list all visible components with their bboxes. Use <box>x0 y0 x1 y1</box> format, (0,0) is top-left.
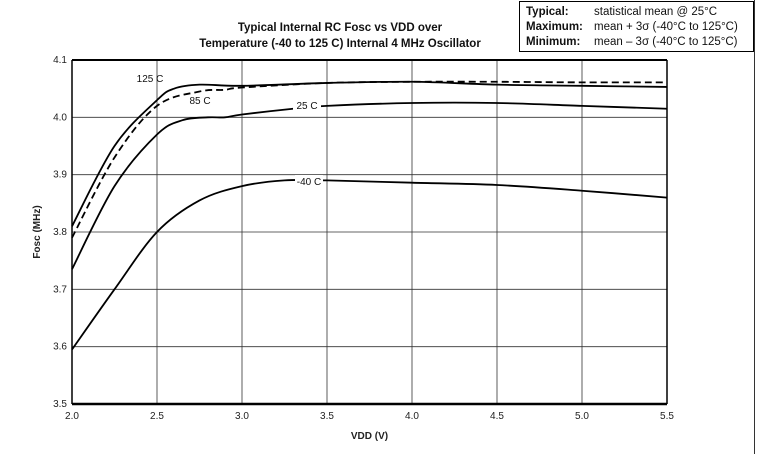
series-label-background <box>295 175 323 188</box>
series-label: -40 C <box>297 177 321 188</box>
y-tick-label: 3.5 <box>53 399 67 410</box>
series-label-background <box>293 99 321 112</box>
x-tick-label: 5.0 <box>575 411 589 422</box>
legend-row-typical: Typical: statistical mean @ 25°C <box>526 5 753 20</box>
series-line-25c <box>71 101 668 270</box>
y-tick-label: 4.1 <box>53 55 67 66</box>
legend-key: Minimum: <box>526 36 581 48</box>
legend-value: mean – 3σ (-40°C to 125°C) <box>594 36 738 48</box>
legend-value: mean + 3σ (-40°C to 125°C) <box>594 21 738 33</box>
x-axis-label: VDD (V) <box>351 431 388 442</box>
chart-title-line-2: Temperature (-40 to 125 C) Internal 4 MH… <box>199 38 481 50</box>
x-tick-label: 2.0 <box>65 411 79 422</box>
series-label: 125 C <box>137 74 164 85</box>
y-tick-label: 3.9 <box>53 170 67 181</box>
series-line-125c <box>71 80 668 227</box>
legend-row-minimum: Minimum: mean – 3σ (-40°C to 125°C) <box>526 35 753 50</box>
series-line-85c <box>71 80 668 239</box>
series-label: 85 C <box>189 96 210 107</box>
legend-key: Typical: <box>526 6 569 18</box>
x-tick-label: 4.5 <box>490 411 504 422</box>
legend-key: Maximum: <box>526 21 583 33</box>
y-tick-label: 4.0 <box>53 112 67 123</box>
series-line--40c <box>71 178 668 351</box>
y-tick-label: 3.8 <box>53 227 67 238</box>
y-tick-label: 3.6 <box>53 342 67 353</box>
chart-title-line-1: Typical Internal RC Fosc vs VDD over <box>237 22 443 34</box>
legend-row-maximum: Maximum: mean + 3σ (-40°C to 125°C) <box>526 20 753 35</box>
x-tick-label: 3.5 <box>320 411 334 422</box>
x-tick-label: 4.0 <box>405 411 419 422</box>
x-tick-label: 2.5 <box>150 411 164 422</box>
x-tick-label: 3.0 <box>235 411 249 422</box>
legend-box: Typical: statistical mean @ 25°C Maximum:… <box>519 1 754 52</box>
legend-value: statistical mean @ 25°C <box>594 6 718 18</box>
chart-title: Typical Internal RC Fosc vs VDD over Tem… <box>190 20 490 52</box>
x-tick-label: 5.5 <box>660 411 674 422</box>
y-tick-label: 3.7 <box>53 284 67 295</box>
series-label: 25 C <box>296 101 317 112</box>
page-border <box>754 0 755 454</box>
y-axis-label: Fosc (MHz) <box>32 205 43 258</box>
